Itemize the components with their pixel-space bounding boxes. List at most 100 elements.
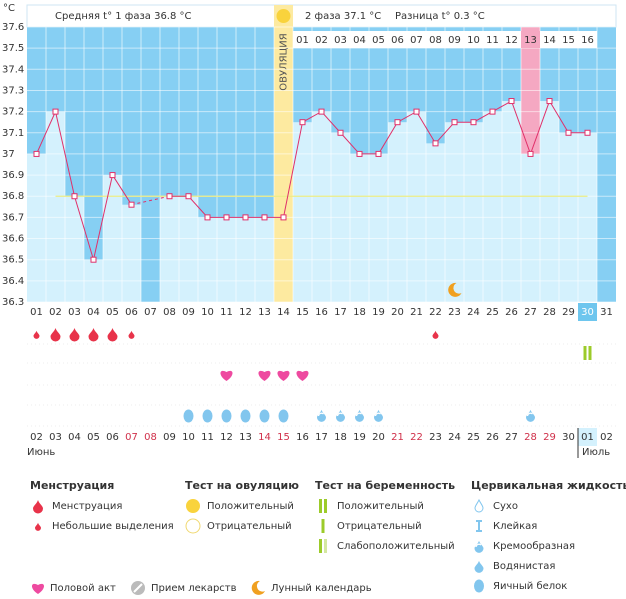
ptest-bar	[588, 346, 592, 360]
bar	[388, 122, 407, 302]
today-box	[578, 303, 597, 321]
date-label: 11	[201, 432, 214, 443]
x-tick-label: 01	[30, 307, 43, 318]
temp-point	[33, 150, 40, 157]
temp-point	[489, 108, 496, 115]
phase2-day: 03	[334, 35, 347, 46]
menstruation	[88, 328, 99, 342]
menstruation	[69, 328, 80, 342]
legend-item: Лунный календарь	[271, 583, 372, 594]
phase2-day: 04	[353, 35, 366, 46]
date-label: 05	[87, 432, 100, 443]
date-label: 13	[239, 432, 252, 443]
x-tick-label: 17	[334, 307, 347, 318]
egg-white	[202, 409, 213, 423]
phase2-day: 11	[486, 35, 499, 46]
date-label: 19	[353, 432, 366, 443]
y-tick-label: 37.5	[2, 43, 24, 54]
x-tick-label: 26	[505, 307, 518, 318]
header-diff: Разница t° 0.3 °C	[395, 11, 485, 22]
ptest-bar	[324, 499, 327, 513]
date-label: 07	[125, 432, 138, 443]
heart	[258, 370, 271, 381]
x-tick-label: 21	[410, 307, 423, 318]
temp-point	[413, 108, 420, 115]
menstruation	[33, 330, 40, 339]
bar	[179, 196, 198, 302]
egg-white	[259, 409, 270, 423]
date-label: 15	[277, 432, 290, 443]
egg-white	[278, 409, 289, 423]
bar	[65, 196, 84, 302]
date-label: 17	[315, 432, 328, 443]
bar	[122, 204, 141, 302]
y-tick-label: 37.4	[2, 64, 24, 75]
temp-point	[527, 150, 534, 157]
date-label: 08	[144, 432, 157, 443]
legend-item: Половой акт	[50, 583, 116, 594]
temp-point	[242, 214, 249, 221]
bar	[464, 122, 483, 302]
date-label: 25	[467, 432, 480, 443]
month: Июль	[582, 447, 610, 458]
x-tick-label: 10	[201, 307, 214, 318]
heart	[277, 370, 290, 381]
heart	[31, 583, 45, 594]
creamy-swirl	[336, 412, 343, 417]
date-label: 04	[68, 432, 81, 443]
month-box	[578, 428, 597, 446]
menstruation	[107, 328, 118, 342]
phase2-day: 12	[505, 35, 518, 46]
y-tick-label: 37.1	[2, 128, 24, 139]
phase2-day: 10	[467, 35, 480, 46]
legend-icon	[476, 520, 482, 532]
header-phase2: 2 фаза 37.1 °C	[305, 11, 381, 22]
temp-point	[299, 119, 306, 126]
ptest-bar	[319, 499, 322, 513]
legend-icon	[321, 519, 325, 533]
date-label: 18	[334, 432, 347, 443]
bar	[312, 111, 331, 302]
legend-icon	[185, 518, 201, 534]
date-label: 21	[391, 432, 404, 443]
temp-point	[71, 193, 78, 200]
legend-title: Менструация	[30, 479, 114, 492]
x-tick-label: 29	[562, 307, 575, 318]
egg-white	[474, 579, 484, 593]
x-tick-label: 18	[353, 307, 366, 318]
date-label: 26	[486, 432, 499, 443]
ovulation-dot	[276, 9, 291, 23]
phase2-day: 05	[372, 35, 385, 46]
date-label: 20	[372, 432, 385, 443]
date-label: 06	[106, 432, 119, 443]
x-tick-label: 09	[182, 307, 195, 318]
x-tick-label: 25	[486, 307, 499, 318]
x-tick-label: 07	[144, 307, 157, 318]
x-tick-label: 04	[87, 307, 100, 318]
x-tick-label: 06	[125, 307, 138, 318]
phase2-day: 14	[543, 35, 556, 46]
legend-icon	[474, 498, 484, 513]
bar	[46, 111, 65, 302]
x-tick-label: 31	[600, 307, 613, 318]
legend-item: Сухо	[493, 501, 518, 512]
temp-point	[280, 214, 287, 221]
x-tick-label: 13	[258, 307, 271, 318]
bar	[369, 153, 388, 302]
ptest-bar	[324, 539, 327, 553]
x-tick-label: 16	[315, 307, 328, 318]
y-tick-label: 37.2	[2, 107, 24, 118]
temp-point	[128, 201, 135, 208]
legend-icon	[474, 560, 484, 573]
temp-point	[546, 98, 553, 105]
date-label: 24	[448, 432, 461, 443]
temp-point	[470, 119, 477, 126]
bar	[293, 122, 312, 302]
x-tick-label: 22	[429, 307, 442, 318]
x-tick-label: 14	[277, 307, 290, 318]
egg-white	[183, 409, 194, 423]
creamy-swirl	[526, 412, 533, 417]
legend-item: Яичный белок	[493, 581, 567, 592]
temp-point	[584, 129, 591, 136]
